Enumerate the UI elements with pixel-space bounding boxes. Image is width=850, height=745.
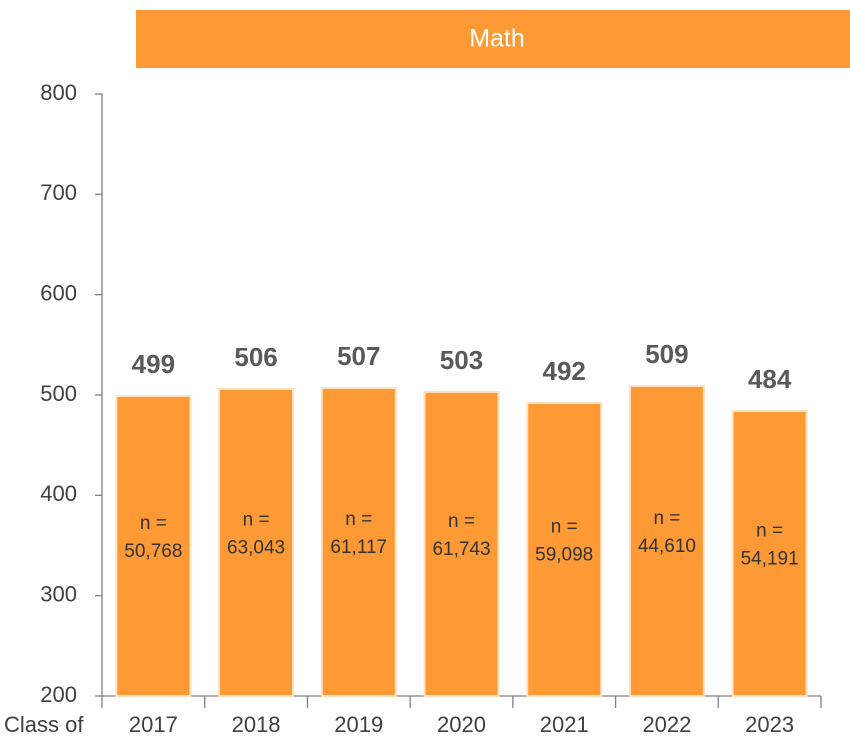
y-tick-label: 200	[40, 682, 77, 707]
bar	[423, 390, 500, 697]
sample-size-label: 50,768	[124, 541, 182, 562]
sample-size-label: 63,043	[227, 538, 285, 559]
bar	[628, 384, 705, 697]
y-tick-label: 800	[40, 80, 77, 105]
x-tick-label: 2019	[334, 712, 383, 737]
sample-size-label: n =	[243, 510, 270, 531]
sample-size-label: 54,191	[741, 549, 799, 570]
bar	[320, 386, 397, 697]
y-tick-label: 400	[40, 481, 77, 506]
bar	[218, 387, 295, 697]
value-label: 484	[748, 364, 792, 394]
value-label: 503	[440, 345, 483, 375]
bar	[115, 395, 192, 697]
y-tick-label: 600	[40, 280, 77, 305]
sample-size-label: 59,098	[535, 545, 593, 566]
sample-size-label: 61,743	[432, 539, 490, 560]
sample-size-label: n =	[756, 521, 783, 542]
x-tick-label: 2022	[642, 712, 691, 737]
value-label: 499	[132, 349, 175, 379]
sample-size-label: n =	[653, 508, 680, 529]
chart-title: Math	[469, 25, 525, 53]
title-banner	[136, 10, 850, 68]
value-label: 507	[337, 341, 380, 371]
sample-size-label: n =	[140, 513, 167, 534]
y-tick-label: 700	[40, 180, 77, 205]
sample-size-label: n =	[448, 511, 475, 532]
y-tick-label: 300	[40, 581, 77, 606]
bar	[526, 402, 603, 697]
y-tick-label: 500	[40, 381, 77, 406]
sample-size-label: n =	[551, 517, 578, 538]
sample-size-label: n =	[345, 509, 372, 530]
x-tick-label: 2023	[745, 712, 794, 737]
sample-size-label: 44,610	[638, 536, 696, 557]
value-label: 492	[543, 356, 586, 386]
bar	[731, 410, 808, 697]
sample-size-label: 61,117	[330, 537, 387, 558]
x-tick-label: 2020	[437, 712, 486, 737]
x-tick-label: 2021	[540, 712, 589, 737]
x-axis-label: Class of	[4, 712, 84, 737]
value-label: 509	[645, 339, 688, 369]
x-tick-label: 2018	[232, 712, 281, 737]
value-label: 506	[234, 342, 277, 372]
x-tick-label: 2017	[129, 712, 178, 737]
